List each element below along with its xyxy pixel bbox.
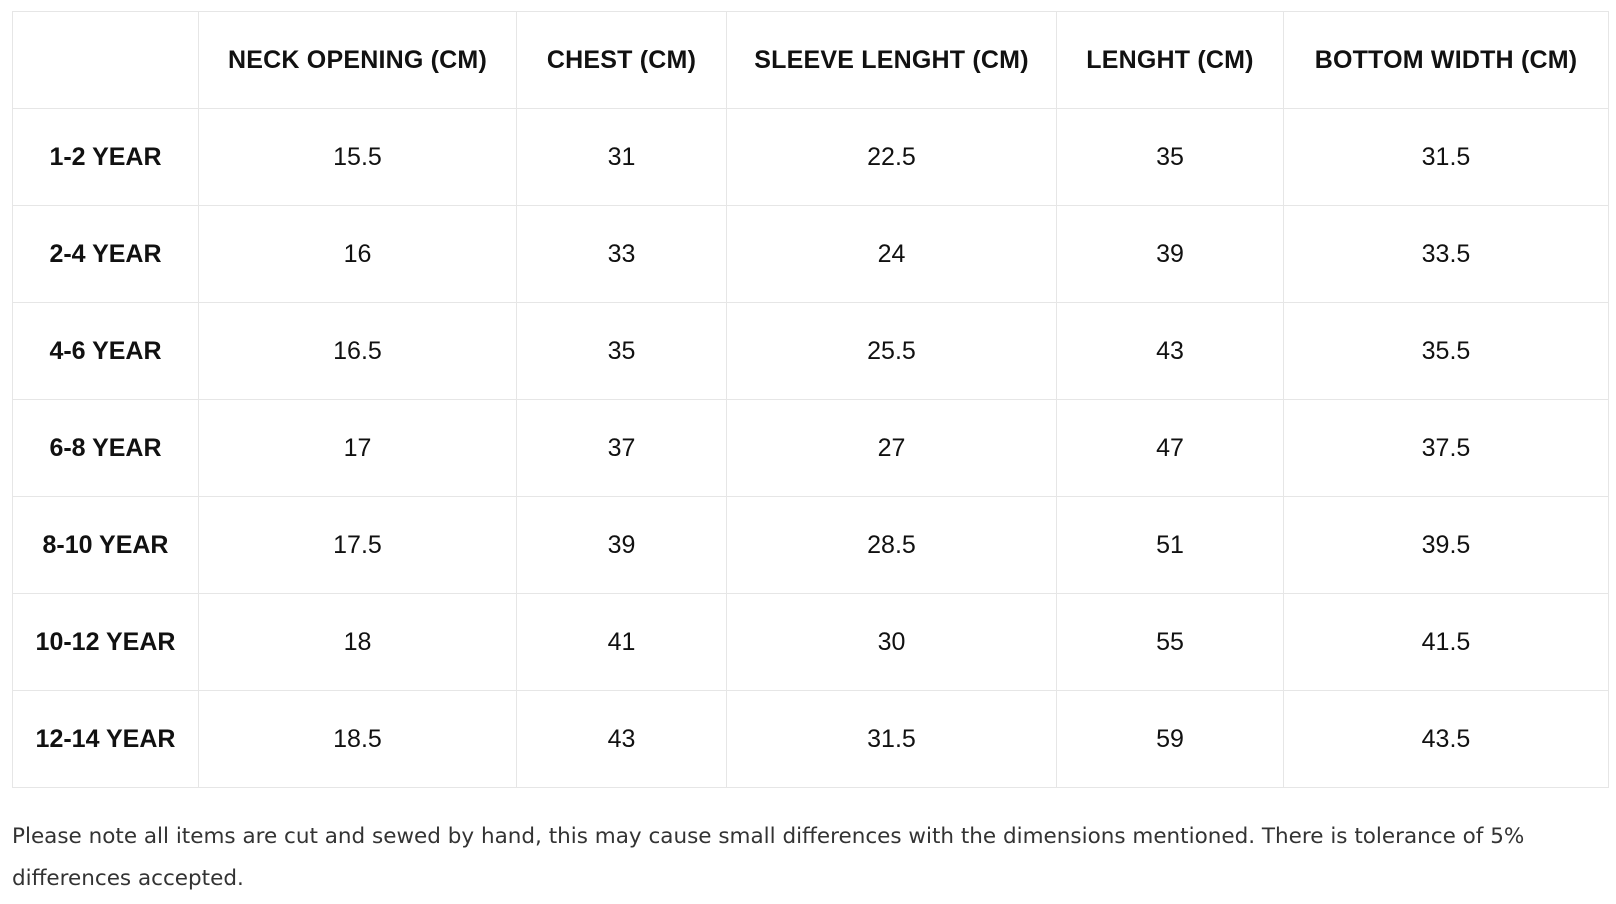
- table-cell: 31: [516, 108, 727, 206]
- row-label: 12-14 YEAR: [12, 690, 199, 788]
- table-cell: 35: [516, 302, 727, 400]
- table-cell: 22.5: [726, 108, 1057, 206]
- table-cell: 27: [726, 399, 1057, 497]
- table-cell: 16.5: [198, 302, 517, 400]
- table-cell: 17.5: [198, 496, 517, 594]
- table-cell: 41: [516, 593, 727, 691]
- table-cell: 15.5: [198, 108, 517, 206]
- table-cell: 18: [198, 593, 517, 691]
- table-cell: 35.5: [1283, 302, 1609, 400]
- table-cell: 39: [516, 496, 727, 594]
- table-cell: 59: [1056, 690, 1284, 788]
- column-header-chest: CHEST (CM): [516, 11, 727, 109]
- tolerance-note: Please note all items are cut and sewed …: [12, 824, 1525, 891]
- table-cell: 28.5: [726, 496, 1057, 594]
- table-cell: 35: [1056, 108, 1284, 206]
- table-row: 12-14 YEAR 18.5 43 31.5 59 43.5: [12, 690, 1609, 788]
- row-label: 4-6 YEAR: [12, 302, 199, 400]
- table-row: 8-10 YEAR 17.5 39 28.5 51 39.5: [12, 496, 1609, 594]
- table-cell: 16: [198, 205, 517, 303]
- table-cell: 43: [1056, 302, 1284, 400]
- table-cell: 41.5: [1283, 593, 1609, 691]
- row-label: 8-10 YEAR: [12, 496, 199, 594]
- header-row: NECK OPENING (CM) CHEST (CM) SLEEVE LENG…: [12, 11, 1609, 109]
- table-cell: 39: [1056, 205, 1284, 303]
- table-cell: 24: [726, 205, 1057, 303]
- table-row: 1-2 YEAR 15.5 31 22.5 35 31.5: [12, 108, 1609, 206]
- row-label: 6-8 YEAR: [12, 399, 199, 497]
- row-label: 10-12 YEAR: [12, 593, 199, 691]
- size-chart-table: NECK OPENING (CM) CHEST (CM) SLEEVE LENG…: [12, 11, 1609, 788]
- table-row: 6-8 YEAR 17 37 27 47 37.5: [12, 399, 1609, 497]
- table-cell: 33: [516, 205, 727, 303]
- column-header-bottom-width: BOTTOM WIDTH (CM): [1283, 11, 1609, 109]
- table-row: 4-6 YEAR 16.5 35 25.5 43 35.5: [12, 302, 1609, 400]
- column-header-length: LENGHT (CM): [1056, 11, 1284, 109]
- table-cell: 17: [198, 399, 517, 497]
- row-label: 2-4 YEAR: [12, 205, 199, 303]
- table-cell: 39.5: [1283, 496, 1609, 594]
- corner-cell: [12, 11, 199, 109]
- table-row: 2-4 YEAR 16 33 24 39 33.5: [12, 205, 1609, 303]
- table-cell: 55: [1056, 593, 1284, 691]
- row-label: 1-2 YEAR: [12, 108, 199, 206]
- table-cell: 47: [1056, 399, 1284, 497]
- table-cell: 31.5: [726, 690, 1057, 788]
- table-cell: 25.5: [726, 302, 1057, 400]
- column-header-neck-opening: NECK OPENING (CM): [198, 11, 517, 109]
- table-cell: 18.5: [198, 690, 517, 788]
- table-cell: 43.5: [1283, 690, 1609, 788]
- table-cell: 43: [516, 690, 727, 788]
- table-row: 10-12 YEAR 18 41 30 55 41.5: [12, 593, 1609, 691]
- table-cell: 31.5: [1283, 108, 1609, 206]
- table-cell: 33.5: [1283, 205, 1609, 303]
- table-cell: 51: [1056, 496, 1284, 594]
- column-header-sleeve-length: SLEEVE LENGHT (CM): [726, 11, 1057, 109]
- table-cell: 30: [726, 593, 1057, 691]
- table-cell: 37: [516, 399, 727, 497]
- table-cell: 37.5: [1283, 399, 1609, 497]
